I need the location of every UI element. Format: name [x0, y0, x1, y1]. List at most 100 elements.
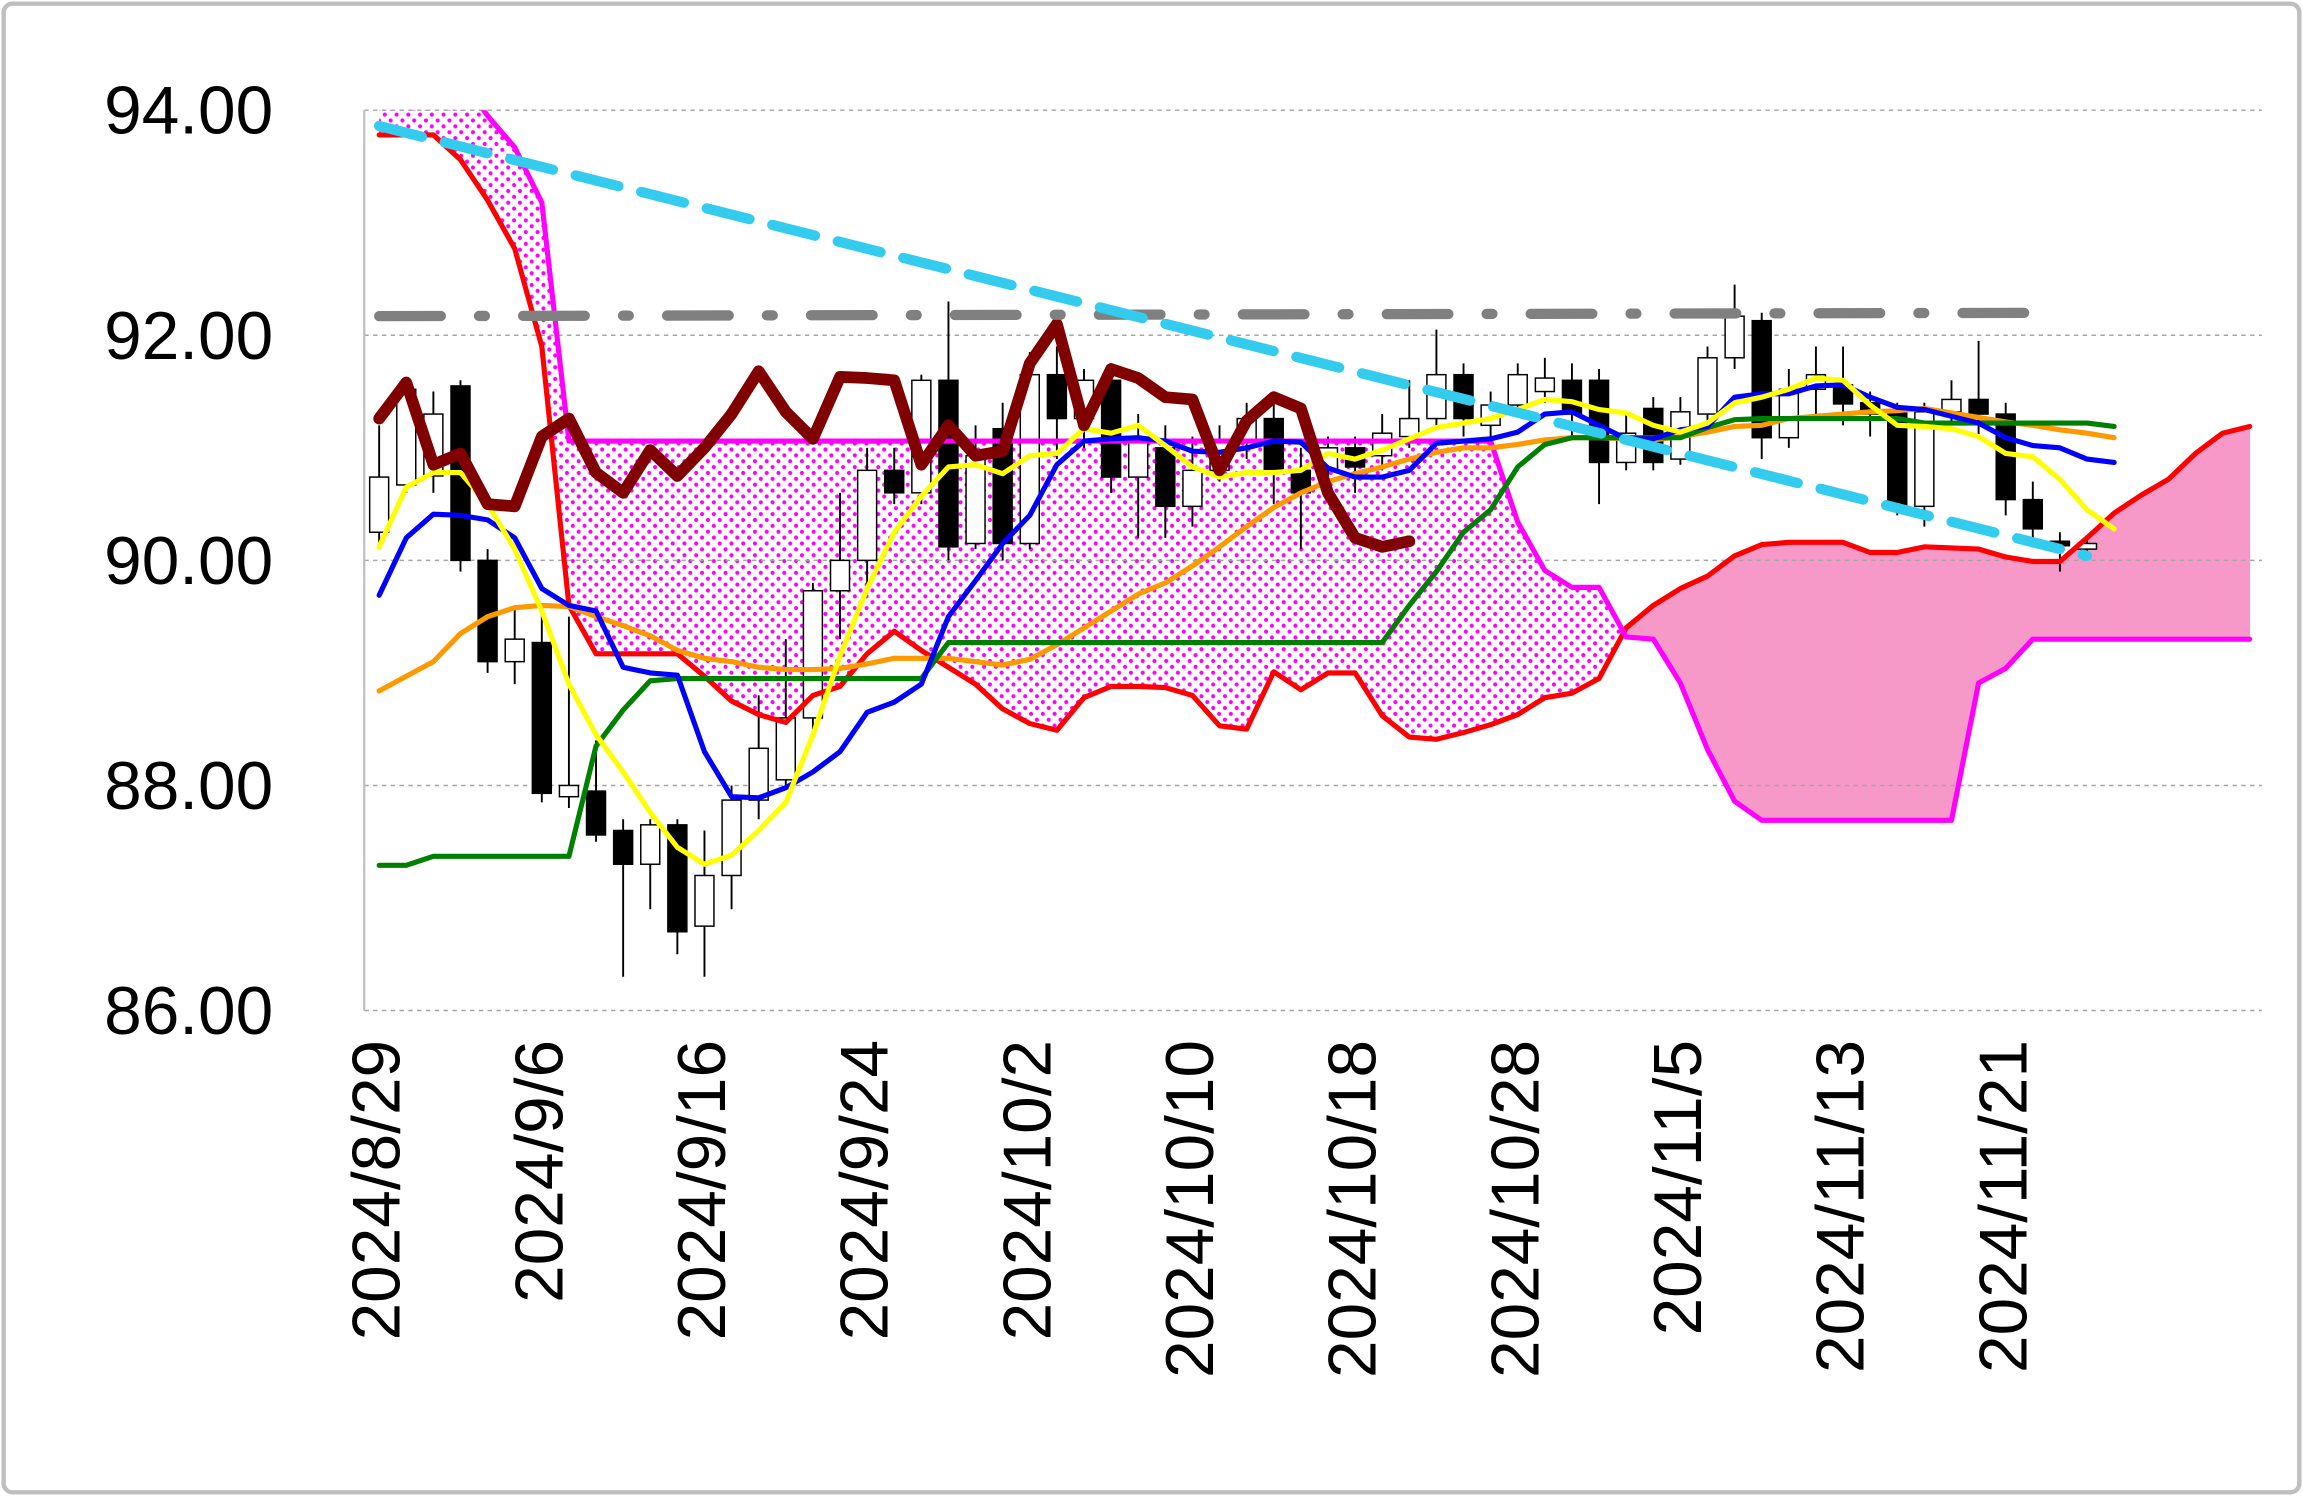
candle-body — [884, 469, 905, 494]
candle-body — [612, 829, 634, 865]
candle-body — [748, 747, 769, 801]
cloud-fill — [1111, 441, 1139, 687]
cloud-fill — [1490, 441, 1519, 725]
cloud-fill — [2032, 561, 2061, 640]
cloud-fill — [677, 441, 705, 677]
cloud-fill — [623, 441, 651, 654]
candle-body — [2022, 498, 2044, 530]
cloud-fill — [1707, 555, 1736, 802]
candle-body — [1534, 377, 1556, 393]
indicator-line — [373, 318, 1416, 553]
cloud-fill — [1680, 576, 1708, 750]
y-tick-label: 90.00 — [104, 524, 273, 599]
cloud-fill — [650, 441, 678, 654]
candle-body — [802, 590, 824, 719]
cloud-fill — [1788, 542, 1817, 821]
cloud-fill — [1056, 441, 1085, 731]
x-tick-label: 2024/10/28 — [1478, 1040, 1553, 1378]
candle-body — [585, 790, 607, 836]
cloud-fill — [1599, 587, 1627, 679]
x-tick-label: 2024/10/2 — [990, 1040, 1065, 1341]
cloud-fill — [1815, 542, 1844, 821]
cloud-fill — [568, 441, 597, 654]
candle-body — [504, 638, 525, 663]
x-tick-label: 2024/10/10 — [1153, 1040, 1228, 1378]
cloud-fill — [2222, 426, 2251, 640]
cloud-fill — [1436, 441, 1464, 740]
candle-body — [1968, 398, 1989, 415]
cloud-fill — [1978, 549, 2007, 684]
candle-body — [640, 824, 661, 865]
cloud-fill — [1734, 544, 1763, 821]
x-tick-label: 2024/11/13 — [1804, 1040, 1879, 1373]
candle-body — [1724, 315, 1745, 359]
x-tick-label: 2024/9/6 — [502, 1040, 577, 1303]
candle-body — [1751, 319, 1772, 439]
candle-body — [694, 874, 715, 927]
candle-body — [1155, 447, 1176, 508]
x-tick-label: 2024/10/18 — [1316, 1040, 1391, 1378]
cloud-fill — [1382, 441, 1410, 738]
cloud-fill — [1544, 570, 1573, 698]
label-layer: 86.00 88.00 90.00 92.00 94.00 2024/8/29 2024/9… — [104, 74, 2041, 1378]
x-tick-label: 2024/9/16 — [665, 1040, 740, 1341]
span-a-line — [376, 132, 2253, 742]
cloud-fill — [1843, 542, 1871, 821]
candle-body — [938, 379, 959, 548]
candle-body — [829, 559, 851, 592]
cloud-fill — [758, 441, 787, 723]
candle-body — [368, 476, 390, 533]
indicator-line — [376, 382, 2117, 801]
cloud-fill — [1897, 546, 1925, 821]
candle-body — [1561, 379, 1583, 415]
x-tick-label: 2024/11/5 — [1641, 1040, 1716, 1335]
cloud-fill — [1517, 522, 1546, 715]
grid-layer — [364, 109, 2262, 1012]
cloud-fill — [2168, 453, 2196, 640]
cloud-fill — [1951, 547, 1980, 821]
cloud-fill — [2059, 537, 2088, 640]
trend-line — [374, 307, 2066, 322]
y-tick-label: 92.00 — [104, 299, 273, 374]
y-tick-label: 88.00 — [104, 749, 273, 824]
indicator-line — [376, 405, 2117, 694]
cloud-fill — [460, 110, 489, 201]
candle-body — [1182, 469, 1203, 508]
candle-body — [1127, 440, 1149, 478]
cloud-fill — [1761, 542, 1790, 821]
cloud-fill — [1924, 546, 1952, 821]
cloud-fill — [2114, 495, 2142, 640]
candle-body — [856, 469, 878, 562]
candle-body — [775, 717, 797, 781]
indicator-line — [376, 375, 2117, 867]
candle-body — [1697, 357, 1718, 415]
trend-line — [374, 120, 2093, 562]
cloud-fill — [406, 110, 434, 135]
candle-body — [477, 559, 498, 663]
cloud-fill — [1219, 441, 1248, 730]
cloud-fill — [1355, 441, 1383, 716]
cloud-fill — [2005, 556, 2034, 669]
cloud-fill — [1300, 441, 1329, 690]
line-layer — [373, 110, 2253, 868]
candle-body — [531, 641, 553, 795]
x-tick-label: 2024/11/21 — [1966, 1040, 2041, 1373]
cloud-fill — [1571, 587, 1600, 694]
candle-body — [1507, 373, 1528, 406]
candle-body — [558, 784, 580, 798]
candle-body — [1778, 388, 1800, 439]
cloud-fill — [1083, 441, 1112, 698]
cloud-fill — [1192, 441, 1220, 726]
cloud-fill — [2195, 433, 2224, 640]
cloud-fill — [487, 115, 516, 249]
x-tick-label: 2024/9/24 — [828, 1040, 903, 1341]
cloud-fill — [704, 441, 733, 702]
cloud-fill — [1653, 588, 1681, 684]
cloud-fill — [514, 147, 543, 347]
candle-body — [1046, 373, 1068, 420]
cloud-fill — [2141, 479, 2169, 640]
candle-body — [721, 799, 742, 877]
y-tick-label: 86.00 — [104, 974, 273, 1049]
